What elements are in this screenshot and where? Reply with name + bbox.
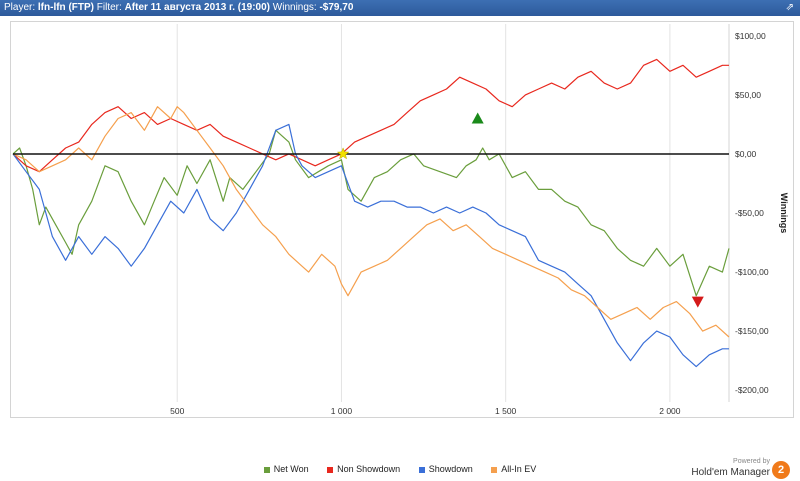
legend-non-showdown[interactable]: Non Showdown [327,464,400,474]
y-tick-label: -$200,00 [735,385,769,395]
y-tick-label: -$50,00 [735,208,764,218]
chart-legend: Net Won Non Showdown Showdown All-In EV [0,464,800,478]
legend-swatch-net-won [263,466,270,473]
min-marker [691,296,704,308]
player-label: Player: [4,2,36,13]
legend-swatch-allin-ev [491,466,498,473]
y-tick-label: $0,00 [735,149,757,159]
legend-showdown[interactable]: Showdown [418,464,473,474]
winnings-value: -$79,70 [319,2,354,13]
star-marker [336,147,350,160]
filter-label: Filter: [96,2,122,13]
legend-net-won-label: Net Won [273,464,309,474]
legend-showdown-label: Showdown [428,464,473,474]
series-line-non-showdown [12,58,729,173]
x-tick-label: 1 000 [331,406,353,416]
legend-swatch-non-showdown [327,466,334,473]
x-tick-label: 1 500 [495,406,517,416]
legend-net-won[interactable]: Net Won [263,464,309,474]
series-line-net-won [12,129,730,297]
chart-area: 500 1 000 1 500 2 000 $100,00 $50,00 $0,00 -$50… [10,21,794,418]
y-tick-label: $100,00 [735,31,766,41]
series-line-allin-ev [12,106,730,338]
powered-by-text: Powered by [733,458,770,465]
title-bar: Player: lfn-lfn (FTP) Filter: After 11 а… [0,0,800,16]
winnings-label: Winnings: [272,2,317,13]
title-bar-text: Player: lfn-lfn (FTP) Filter: After 11 а… [4,0,353,16]
y-tick-label: $50,00 [735,90,761,100]
player-value: lfn-lfn (FTP) [37,2,94,13]
winnings-chart: 500 1 000 1 500 2 000 $100,00 $50,00 $0,00 -$50… [12,24,789,416]
legend-allin-ev[interactable]: All-In EV [491,464,536,474]
legend-allin-ev-label: All-In EV [501,464,537,474]
filter-value: After 11 августа 2013 г. (19:00) [124,2,270,13]
expand-icon[interactable]: ⇗ [785,2,794,13]
y-tick-label: -$150,00 [735,326,769,336]
x-tick-label: 500 [170,406,184,416]
product-name: Hold'em Manager [691,467,770,478]
max-marker [471,112,484,124]
y-axis-title: Winnings [779,193,789,233]
legend-swatch-showdown [418,466,425,473]
hm2-logo-icon: 2 [772,461,790,479]
x-tick-label: 2 000 [659,406,681,416]
legend-non-showdown-label: Non Showdown [337,464,401,474]
y-tick-label: -$100,00 [735,267,769,277]
series-line-showdown [12,123,729,368]
